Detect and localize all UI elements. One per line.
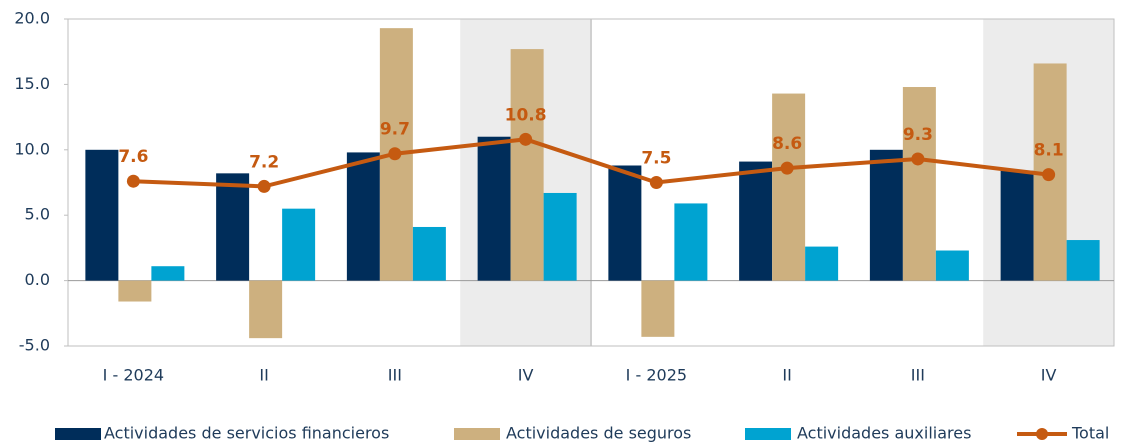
bar (249, 280, 283, 339)
value-label: 10.8 (505, 105, 547, 125)
x-tick-label: I - 2025 (626, 366, 687, 385)
y-tick-label: 5.0 (25, 205, 50, 224)
bar (902, 87, 936, 281)
value-label: 7.5 (641, 149, 671, 169)
total-marker (519, 132, 533, 146)
x-tick-label: IV (518, 366, 534, 385)
x-tick-label: III (911, 366, 925, 385)
legend-swatch (454, 428, 500, 440)
bar (935, 250, 969, 281)
y-tick-label: 15.0 (14, 74, 50, 93)
value-label: 8.6 (772, 134, 802, 154)
bar (1000, 170, 1034, 281)
bar (412, 226, 446, 281)
y-tick-label: 0.0 (25, 270, 50, 289)
y-tick-label: -5.0 (19, 336, 50, 355)
value-label: 9.7 (380, 120, 410, 140)
bar (216, 173, 250, 281)
bar (118, 280, 152, 302)
bar (510, 49, 544, 281)
x-tick-label: III (388, 366, 402, 385)
legend-label: Actividades de servicios financieros (104, 424, 389, 443)
y-tick-label: 10.0 (14, 139, 50, 158)
legend-swatch (1036, 428, 1048, 440)
legend-swatch (745, 428, 791, 440)
bar (477, 136, 511, 281)
x-tick-label: II (782, 366, 791, 385)
bar (282, 208, 316, 281)
bar (805, 246, 839, 281)
x-tick-label: I - 2024 (103, 366, 164, 385)
legend-label: Actividades auxiliares (797, 424, 971, 443)
legend-label: Actividades de seguros (506, 424, 691, 443)
total-marker (257, 179, 271, 193)
x-tick-label: IV (1041, 366, 1057, 385)
bar (869, 149, 903, 281)
bar (346, 152, 380, 281)
bar (543, 192, 577, 281)
bar (85, 149, 119, 281)
total-marker (911, 152, 925, 166)
total-marker (126, 174, 140, 188)
value-label: 7.6 (118, 147, 148, 167)
bar (641, 280, 675, 337)
value-label: 7.2 (249, 152, 279, 172)
value-label: 9.3 (903, 125, 933, 145)
total-marker (780, 161, 794, 175)
total-marker (388, 147, 402, 161)
bar (1066, 240, 1100, 281)
bar (772, 93, 806, 281)
value-label: 8.1 (1034, 141, 1064, 161)
bar (151, 266, 185, 281)
bar (608, 165, 642, 281)
bar (674, 203, 708, 281)
legend-swatch (55, 428, 101, 440)
bar (739, 161, 773, 281)
total-marker (1042, 168, 1056, 182)
plot-border (67, 18, 1115, 347)
total-line (133, 137, 1049, 189)
legend-label: Total (1071, 424, 1109, 443)
x-tick-label: II (259, 366, 268, 385)
total-marker (649, 176, 663, 189)
y-tick-label: 20.0 (14, 9, 50, 28)
